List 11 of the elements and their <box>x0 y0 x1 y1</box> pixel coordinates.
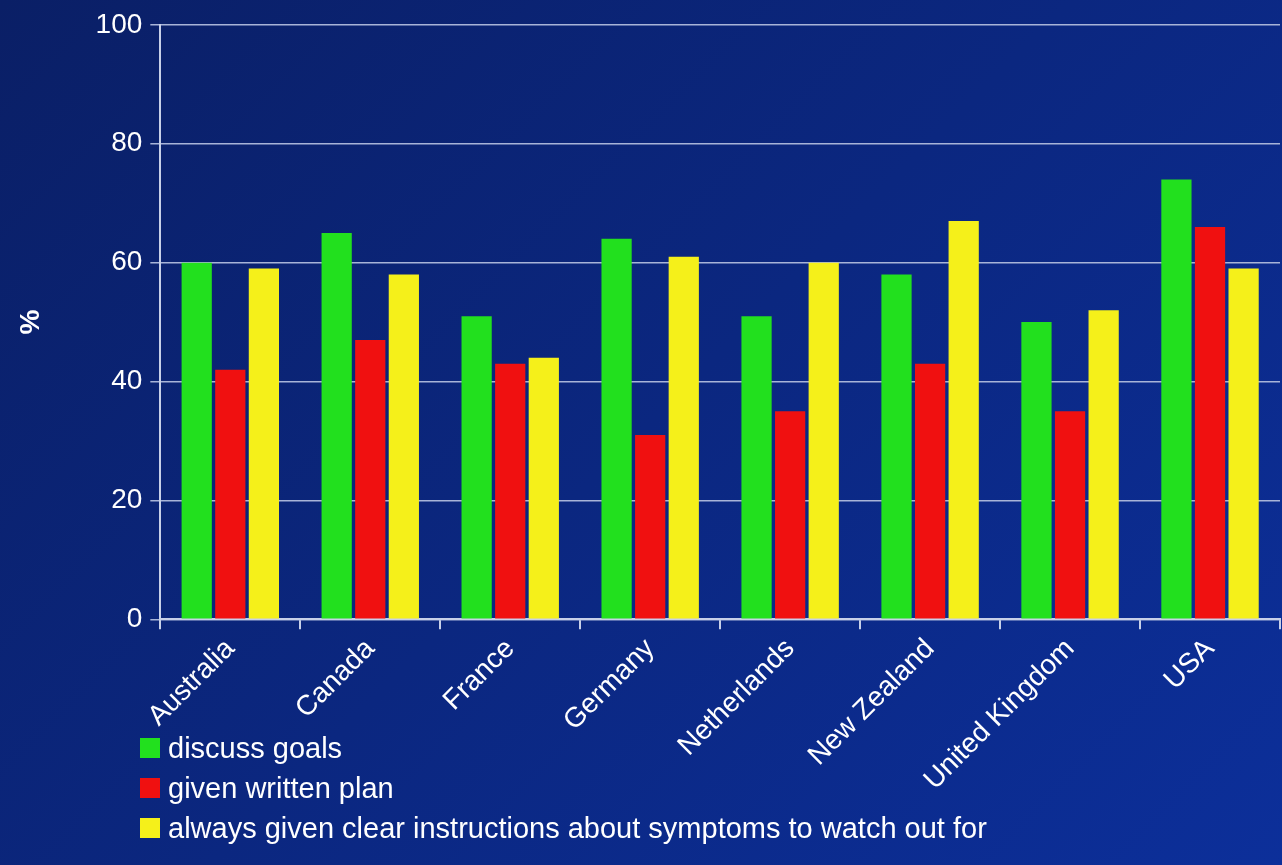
y-tick-label: 100 <box>95 7 143 39</box>
x-tick-label: USA <box>1157 631 1220 695</box>
legend-label: given written plan <box>168 771 394 806</box>
y-tick-label: 40 <box>111 364 143 396</box>
y-axis-title: % <box>13 309 45 335</box>
y-tick-label: 0 <box>126 602 143 634</box>
legend-label: always given clear instructions about symptoms to watch out for <box>168 811 987 846</box>
y-tick-label: 20 <box>111 483 143 515</box>
y-tick-label: 80 <box>111 126 143 158</box>
y-tick-label: 60 <box>111 245 143 277</box>
legend-label: discuss goals <box>168 732 343 764</box>
